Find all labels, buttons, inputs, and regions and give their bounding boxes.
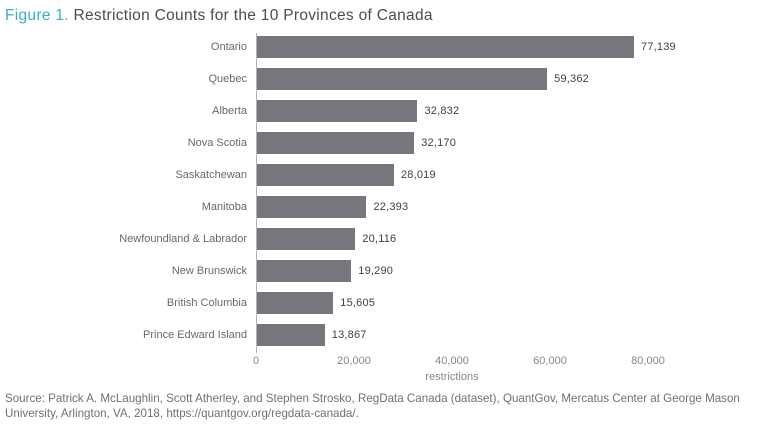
- province-label: Manitoba: [201, 201, 247, 213]
- bar-row: Newfoundland & Labrador 20,116: [119, 223, 648, 255]
- figure-title: Figure 1. Restriction Counts for the 10 …: [5, 7, 433, 25]
- bar: [257, 260, 352, 282]
- bar: [257, 292, 334, 314]
- bar: [257, 132, 415, 154]
- value-label: 28,019: [400, 169, 436, 181]
- province-label: Prince Edward Island: [143, 329, 247, 341]
- province-label: Alberta: [212, 105, 247, 117]
- figure-title-text: Restriction Counts for the 10 Provinces …: [68, 7, 433, 24]
- bar: [257, 36, 635, 58]
- bar: [257, 164, 394, 186]
- chart-rows: Ontario 77,139 Quebec 59,362 Alberta 32,…: [119, 31, 676, 351]
- bar-row: Manitoba 22,393: [202, 191, 648, 223]
- source-note: Source: Patrick A. McLaughlin, Scott Ath…: [5, 392, 740, 421]
- bar-chart: Ontario 77,139 Quebec 59,362 Alberta 32,…: [119, 31, 676, 383]
- value-label: 19,290: [358, 265, 394, 277]
- bar-row: New Brunswick 19,290: [172, 255, 648, 287]
- province-label: Ontario: [210, 41, 247, 53]
- value-label: 13,867: [331, 329, 367, 341]
- x-axis-ticks: 0 20,000 40,000 60,000 80,000: [252, 355, 665, 368]
- value-label: 20,116: [362, 233, 397, 245]
- value-label: 22,393: [373, 201, 409, 213]
- x-tick-label: 40,000: [435, 355, 469, 367]
- bar: [257, 324, 325, 346]
- bar: [257, 196, 367, 218]
- bar-row: British Columbia 15,605: [167, 287, 648, 319]
- province-label: Quebec: [208, 73, 247, 85]
- bar-row: Nova Scotia 32,170: [188, 127, 648, 159]
- value-label: 15,605: [340, 297, 376, 309]
- bar: [257, 100, 418, 122]
- province-label: British Columbia: [166, 297, 247, 309]
- figure-number: Figure 1.: [5, 7, 69, 24]
- x-tick-label: 0: [252, 355, 260, 367]
- value-label: 32,832: [424, 105, 460, 117]
- bar-row: Alberta 32,832: [212, 95, 648, 127]
- bar-row: Quebec 59,362: [208, 63, 648, 95]
- x-axis-label: restrictions: [425, 371, 479, 383]
- province-label: Newfoundland & Labrador: [119, 233, 247, 245]
- province-label: Nova Scotia: [187, 137, 247, 149]
- value-label: 59,362: [554, 73, 589, 85]
- province-label: Saskatchewan: [175, 169, 247, 181]
- bar: [257, 228, 356, 250]
- x-tick-label: 20,000: [337, 355, 371, 367]
- x-tick-label: 80,000: [631, 355, 665, 367]
- y-axis-line: [256, 33, 257, 353]
- value-label: 77,139: [641, 41, 676, 53]
- bar: [257, 68, 548, 90]
- bar-row: Saskatchewan 28,019: [175, 159, 648, 191]
- bar-row: Prince Edward Island 13,867: [143, 319, 648, 351]
- x-tick-label: 60,000: [533, 355, 567, 367]
- bar-row: Ontario 77,139: [211, 31, 676, 63]
- province-label: New Brunswick: [171, 265, 247, 277]
- value-label: 32,170: [421, 137, 457, 149]
